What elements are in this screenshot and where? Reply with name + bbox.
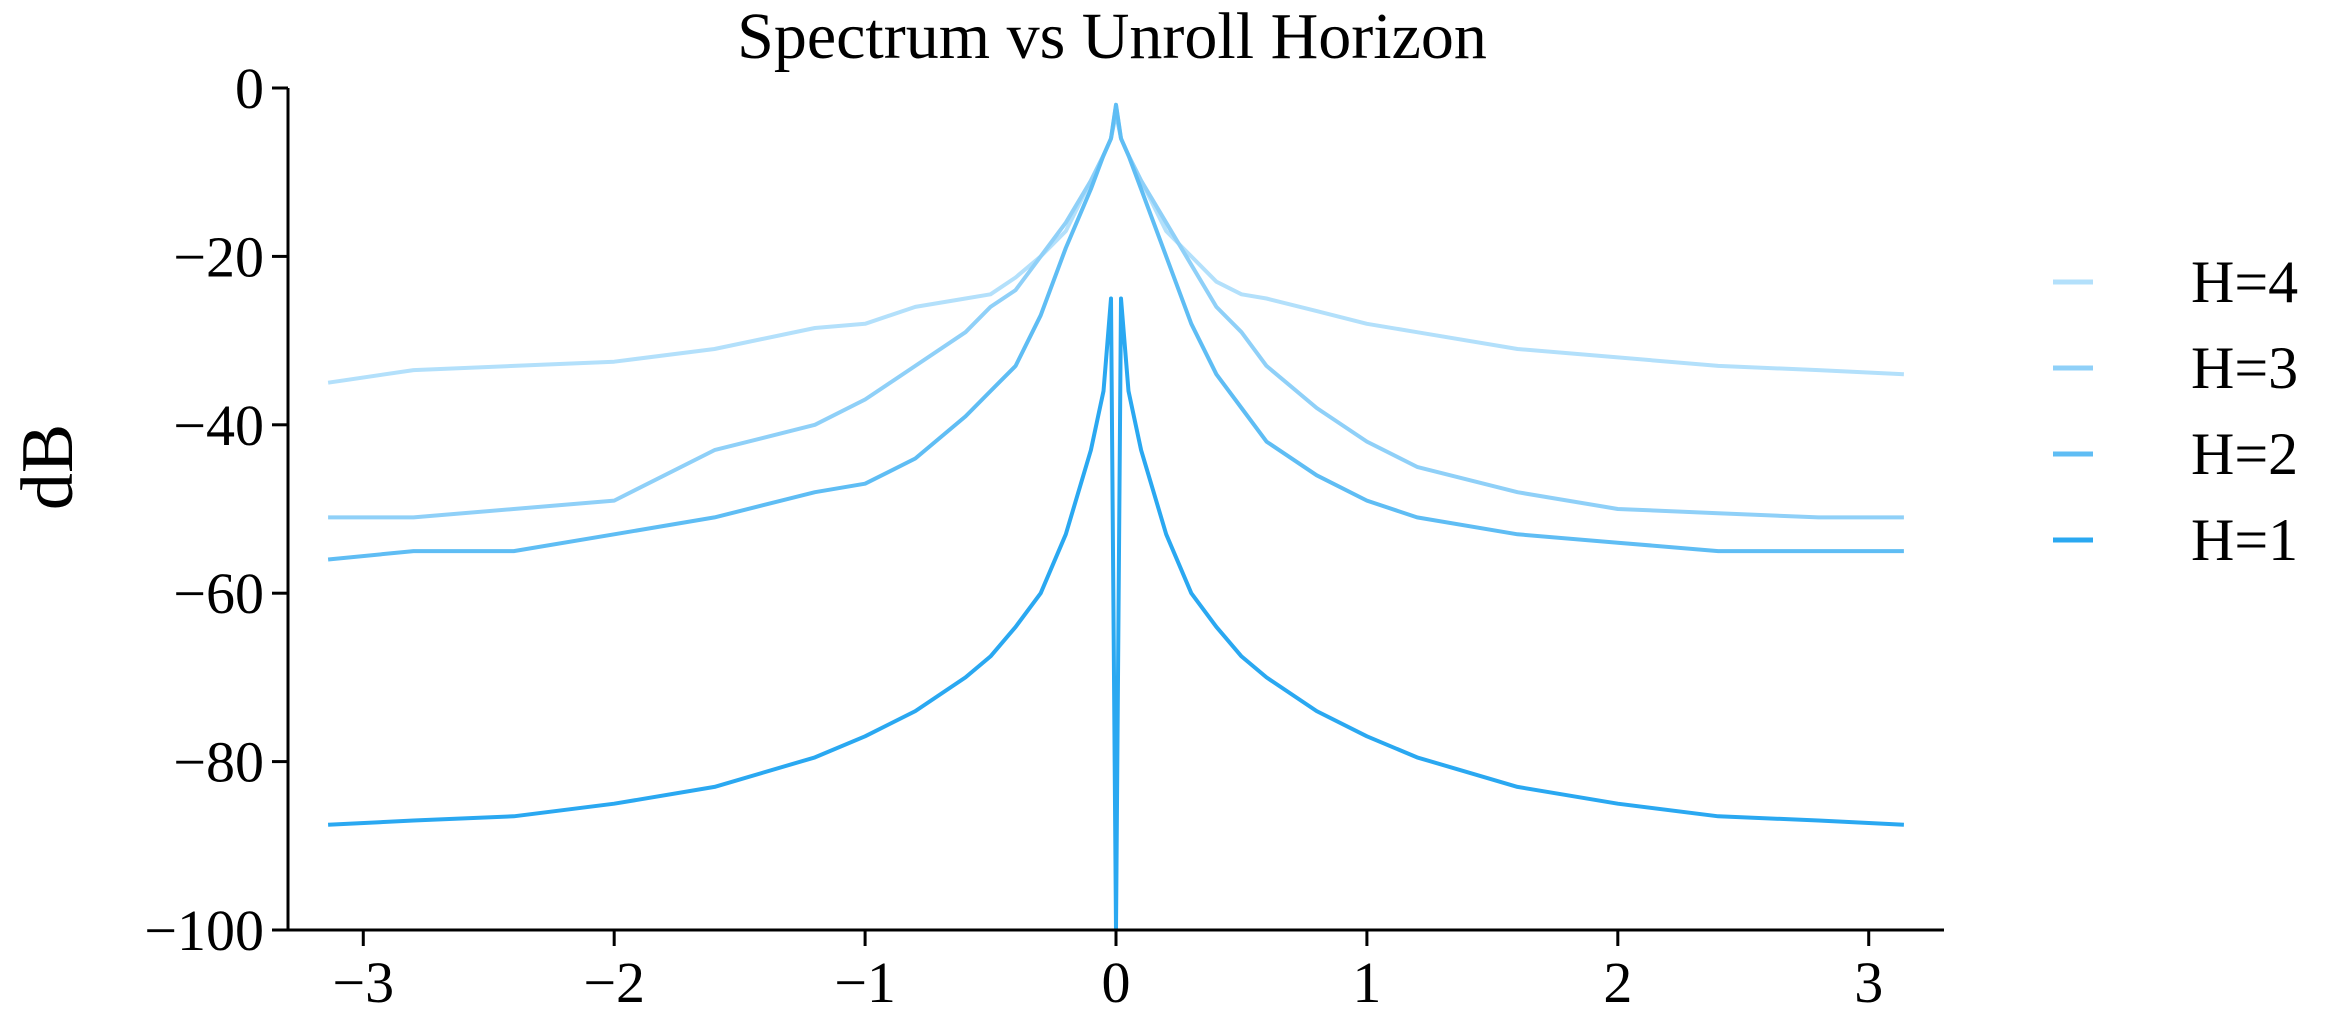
chart-title: Spectrum vs Unroll Horizon [737,0,1487,73]
series-layer [327,102,1905,932]
y-tick-label: −60 [173,561,264,626]
legend: H=4 H=3 H=2 H=1 [2053,249,2298,573]
y-tick-label: −40 [173,393,264,458]
x-tick-label: 3 [1854,950,1883,1015]
series-line-h3 [328,111,1904,520]
x-tick-label: 2 [1603,950,1632,1015]
series-line-h1 [327,296,1905,932]
series-line-h4 [327,102,1904,385]
legend-label: H=3 [2191,335,2298,401]
legend-label: H=4 [2191,249,2298,315]
y-tick-label: −80 [173,730,264,795]
y-tick-label: 0 [235,56,264,121]
x-tick-label: 0 [1102,950,1131,1015]
x-tick-label: −2 [583,950,645,1015]
y-tick-label: −20 [173,224,264,289]
y-axis-label: dB [7,424,89,510]
x-tick-label: 1 [1352,950,1381,1015]
x-tick-label: −1 [834,950,896,1015]
y-tick-label: −100 [144,898,264,963]
ticks: −3 −2 −1 0 1 2 3 0 −20 −40 −60 −80 −100 [144,56,1883,1015]
legend-label: H=1 [2191,507,2298,573]
x-tick-label: −3 [332,950,394,1015]
legend-label: H=2 [2191,421,2298,487]
series-line-h2 [327,102,1904,562]
